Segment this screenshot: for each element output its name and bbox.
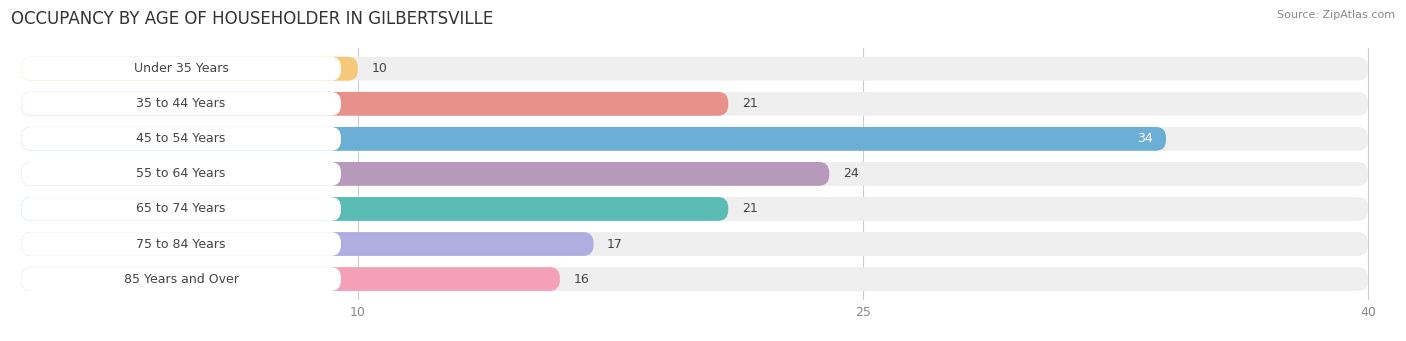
Text: 21: 21 — [742, 203, 758, 216]
FancyBboxPatch shape — [21, 232, 342, 256]
Text: Under 35 Years: Under 35 Years — [134, 62, 229, 75]
FancyBboxPatch shape — [21, 92, 342, 116]
Text: 17: 17 — [607, 237, 623, 251]
Text: 35 to 44 Years: 35 to 44 Years — [136, 97, 226, 110]
FancyBboxPatch shape — [21, 197, 1368, 221]
FancyBboxPatch shape — [21, 197, 342, 221]
Text: 65 to 74 Years: 65 to 74 Years — [136, 203, 226, 216]
FancyBboxPatch shape — [21, 197, 728, 221]
Text: 34: 34 — [1137, 132, 1153, 145]
Text: 75 to 84 Years: 75 to 84 Years — [136, 237, 226, 251]
FancyBboxPatch shape — [21, 127, 342, 151]
FancyBboxPatch shape — [21, 57, 342, 81]
FancyBboxPatch shape — [21, 267, 342, 291]
FancyBboxPatch shape — [21, 92, 728, 116]
Text: OCCUPANCY BY AGE OF HOUSEHOLDER IN GILBERTSVILLE: OCCUPANCY BY AGE OF HOUSEHOLDER IN GILBE… — [11, 10, 494, 28]
FancyBboxPatch shape — [21, 267, 1368, 291]
FancyBboxPatch shape — [21, 232, 593, 256]
FancyBboxPatch shape — [21, 162, 830, 186]
FancyBboxPatch shape — [21, 232, 1368, 256]
Text: 85 Years and Over: 85 Years and Over — [124, 272, 239, 285]
Text: Source: ZipAtlas.com: Source: ZipAtlas.com — [1277, 10, 1395, 20]
Text: 10: 10 — [371, 62, 387, 75]
Text: 55 to 64 Years: 55 to 64 Years — [136, 167, 226, 180]
Text: 16: 16 — [574, 272, 589, 285]
FancyBboxPatch shape — [21, 127, 1166, 151]
Text: 45 to 54 Years: 45 to 54 Years — [136, 132, 226, 145]
Text: 21: 21 — [742, 97, 758, 110]
FancyBboxPatch shape — [21, 127, 1368, 151]
FancyBboxPatch shape — [21, 267, 560, 291]
Text: 24: 24 — [842, 167, 859, 180]
FancyBboxPatch shape — [21, 162, 342, 186]
FancyBboxPatch shape — [21, 57, 1368, 81]
FancyBboxPatch shape — [21, 92, 1368, 116]
FancyBboxPatch shape — [21, 57, 359, 81]
FancyBboxPatch shape — [21, 162, 1368, 186]
